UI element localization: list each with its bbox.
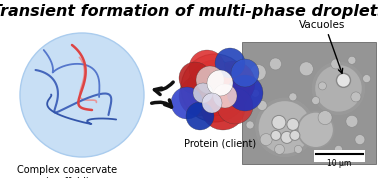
Circle shape xyxy=(196,66,224,94)
Circle shape xyxy=(217,88,253,124)
Text: Transient formation of multi-phase droplets: Transient formation of multi-phase dropl… xyxy=(0,4,378,19)
Circle shape xyxy=(227,75,263,111)
Circle shape xyxy=(287,118,299,130)
Circle shape xyxy=(335,145,342,153)
Circle shape xyxy=(355,135,365,145)
Text: Vacuoles: Vacuoles xyxy=(299,20,345,30)
Circle shape xyxy=(298,112,334,148)
Circle shape xyxy=(312,96,320,104)
Circle shape xyxy=(260,134,272,146)
Circle shape xyxy=(189,50,225,86)
Circle shape xyxy=(250,64,266,80)
Circle shape xyxy=(346,115,358,127)
Text: Protein (client): Protein (client) xyxy=(184,138,256,148)
Circle shape xyxy=(318,82,326,90)
Circle shape xyxy=(348,56,356,64)
Circle shape xyxy=(171,87,203,119)
Circle shape xyxy=(317,67,360,110)
Circle shape xyxy=(202,93,222,113)
Circle shape xyxy=(257,100,267,110)
Circle shape xyxy=(246,121,254,129)
Circle shape xyxy=(231,59,259,87)
Circle shape xyxy=(201,86,245,130)
Bar xyxy=(242,42,376,164)
Circle shape xyxy=(272,115,286,129)
Circle shape xyxy=(207,70,233,96)
Circle shape xyxy=(187,60,243,116)
Circle shape xyxy=(270,58,282,70)
Circle shape xyxy=(271,130,281,140)
Circle shape xyxy=(351,92,361,102)
Circle shape xyxy=(260,103,310,152)
Circle shape xyxy=(181,54,249,122)
Circle shape xyxy=(363,75,370,83)
Text: Complex coacervate
(scaffold): Complex coacervate (scaffold) xyxy=(17,165,117,178)
Circle shape xyxy=(336,73,350,87)
Circle shape xyxy=(289,93,297,101)
Circle shape xyxy=(211,61,255,105)
Circle shape xyxy=(313,63,364,113)
Circle shape xyxy=(274,144,285,154)
Circle shape xyxy=(251,89,259,97)
Circle shape xyxy=(331,59,341,69)
Circle shape xyxy=(179,76,219,116)
Circle shape xyxy=(215,48,245,78)
Circle shape xyxy=(193,83,213,103)
Circle shape xyxy=(281,131,293,143)
Circle shape xyxy=(257,99,313,155)
Circle shape xyxy=(20,33,144,157)
Circle shape xyxy=(213,84,237,108)
Bar xyxy=(314,150,365,162)
Circle shape xyxy=(290,130,300,140)
Circle shape xyxy=(294,145,302,153)
Circle shape xyxy=(186,102,214,130)
Circle shape xyxy=(318,111,332,125)
Circle shape xyxy=(179,62,211,94)
Circle shape xyxy=(299,62,313,76)
Text: 10 μm: 10 μm xyxy=(327,159,351,168)
